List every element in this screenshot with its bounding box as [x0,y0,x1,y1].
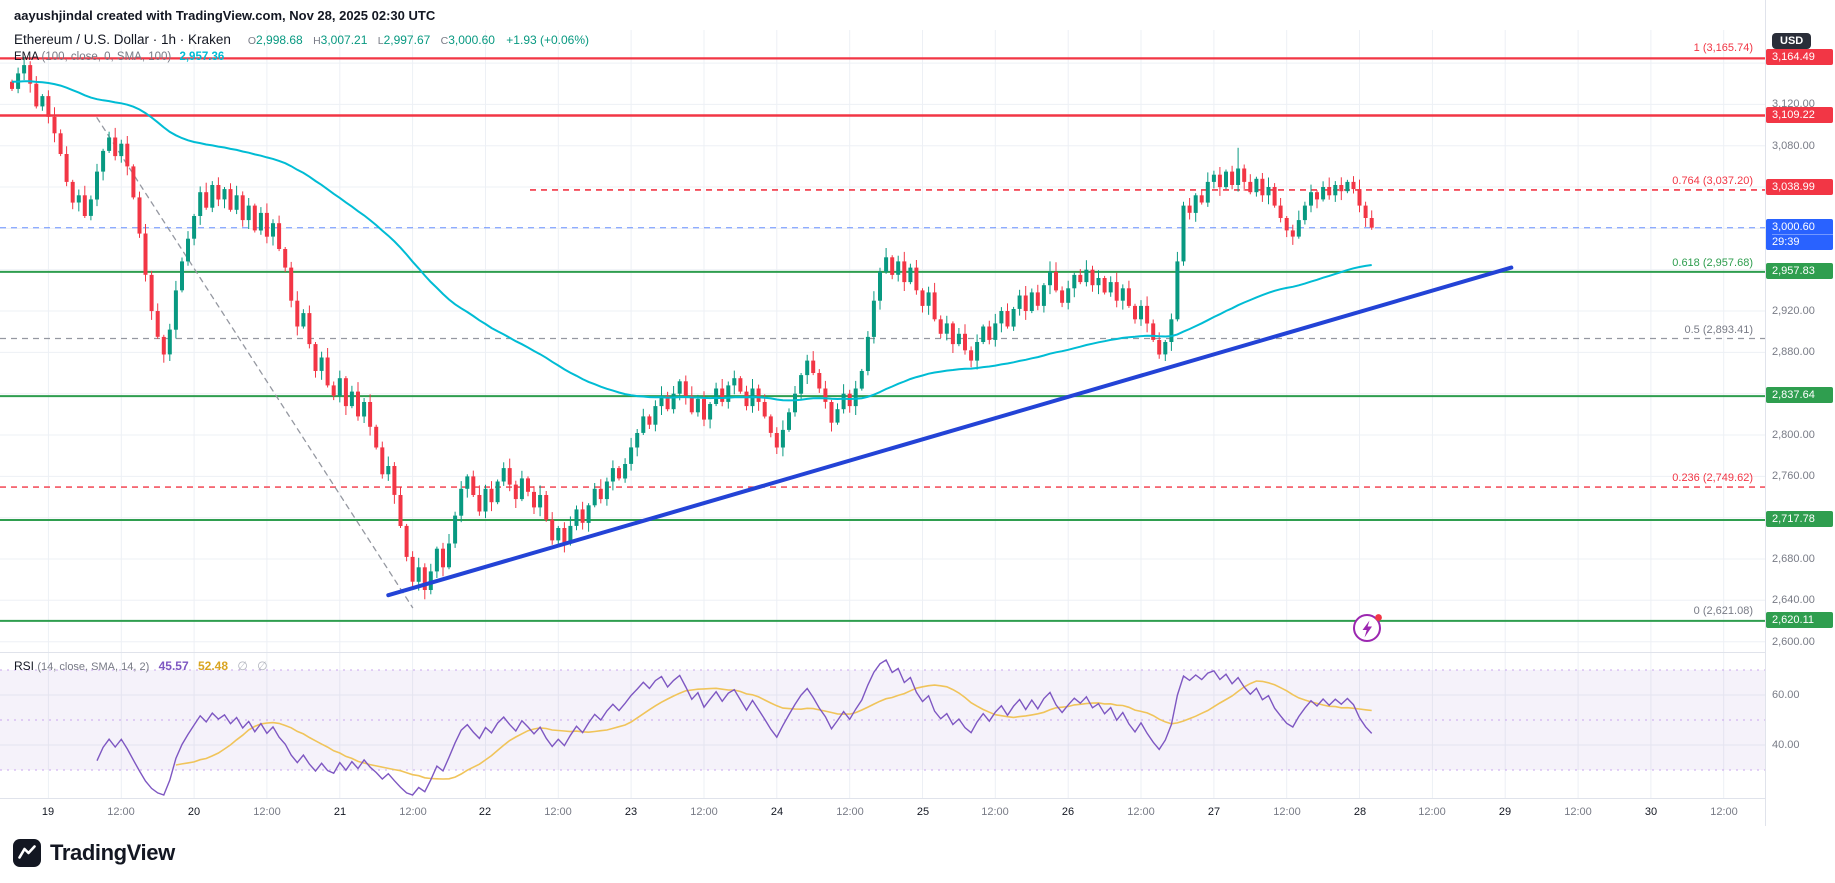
time-axis-label: 23 [624,806,638,818]
main-chart-canvas[interactable] [0,0,1765,826]
time-axis-label: 26 [1061,806,1075,818]
close-label: C [440,35,449,47]
footer: TradingView [12,838,175,868]
rsi-axis-label: 40.00 [1772,739,1800,751]
time-axis-label: 12:00 [1418,806,1446,818]
level-price-badge: 2,620.11 [1766,612,1833,628]
time-axis-label: 12:00 [1564,806,1592,818]
low-label: L [377,35,384,47]
level-price-badge: 3,038.99 [1766,179,1833,195]
rsi-value: 45.57 [158,659,189,673]
price-axis-label: 2,880.00 [1772,346,1815,358]
last-price-badge: 3,000.60 29:39 [1766,219,1833,250]
rsi-ma-line [175,680,1372,780]
time-axis-label: 12:00 [399,806,427,818]
time-axis-label: 22 [478,806,492,818]
support-resistance-lines[interactable] [0,57,1765,622]
attribution-line: aayushjindal created with TradingView.co… [14,8,436,23]
currency-badge: USD [1772,33,1812,49]
ema-params: (100, close, 0, SMA, 100) [41,51,172,63]
fib-base-trendline[interactable] [96,117,414,609]
rsi-name: RSI [14,659,35,673]
time-axis-label: 25 [916,806,930,818]
level-price-badge: 2,957.83 [1766,263,1833,279]
open-label: O [247,35,257,47]
price-axis-label: 2,920.00 [1772,305,1815,317]
rsi-axis-label: 60.00 [1772,689,1800,701]
time-axis-label: 12:00 [981,806,1009,818]
ema-line [11,80,1372,402]
level-price-badge: 2,717.78 [1766,511,1833,527]
time-axis-label: 12:00 [544,806,572,818]
low-value: 2,997.67 [383,33,431,47]
level-price-badge: 2,837.64 [1766,387,1833,403]
change-value: +1.93 (+0.06%) [506,33,590,47]
notification-dot [1375,614,1382,621]
rsi-hidden-band-icon: ∅ [257,659,268,673]
time-axis[interactable]: 19 12:00 20 12:00 21 12:00 22 12:00 23 12:00 24 12:… [0,798,1765,827]
level-price-badge: 3,109.22 [1766,107,1833,123]
ema-name: EMA [14,51,39,63]
time-axis-label: 27 [1207,806,1221,818]
rsi-legend[interactable]: RSI (14, close, SMA, 14, 2) 45.57 52.48 … [14,659,268,673]
time-axis-label: 12:00 [1273,806,1301,818]
time-axis-label: 19 [41,806,55,818]
close-value: 3,000.60 [448,33,495,47]
time-axis-label: 24 [770,806,784,818]
rsi-line [96,658,1373,796]
time-axis-label: 12:00 [836,806,864,818]
lightning-bolt-icon [1362,620,1372,638]
time-axis-label: 12:00 [1127,806,1155,818]
price-axis-label: 2,800.00 [1772,429,1815,441]
ohlc-values: O2,998.68 H3,007.21 L2,997.67 C3,000.60 … [241,33,589,47]
rsi-ma-value: 52.48 [197,659,228,673]
bar-countdown: 29:39 [1772,234,1833,249]
time-axis-label: 30 [1644,806,1658,818]
ascending-support-trendline[interactable] [386,265,1514,598]
price-axis-label: 2,640.00 [1772,594,1815,606]
tradingview-wordmark[interactable]: TradingView [50,840,175,865]
time-axis-label: 12:00 [107,806,135,818]
time-axis-label: 12:00 [690,806,718,818]
price-axis[interactable]: USD 3,120.00 3,080.00 2,920.00 2,880.00 2,80… [1765,0,1835,826]
open-value: 2,998.68 [256,33,303,47]
time-axis-label: 12:00 [253,806,281,818]
rsi-band [0,669,1765,771]
price-axis-label: 2,680.00 [1772,553,1815,565]
high-label: H [313,35,321,47]
price-axis-label: 2,600.00 [1772,636,1815,648]
ema-legend[interactable]: EMA (100, close, 0, SMA, 100) 2,957.36 [14,51,224,63]
time-axis-label: 20 [187,806,201,818]
high-value: 3,007.21 [320,33,368,47]
price-axis-label: 2,760.00 [1772,470,1815,482]
time-axis-label: 29 [1498,806,1512,818]
price-axis-label: 3,080.00 [1772,140,1815,152]
time-axis-label: 12:00 [1710,806,1738,818]
chart-legend[interactable]: Ethereum / U.S. Dollar · 1h · Kraken O2,… [14,32,589,47]
lightning-emoji-drawing[interactable] [1350,610,1386,646]
rsi-hidden-band-icon: ∅ [237,659,248,673]
tradingview-logo-icon[interactable] [12,838,42,868]
time-axis-label: 21 [333,806,347,818]
time-axis-label: 28 [1353,806,1367,818]
symbol-title[interactable]: Ethereum / U.S. Dollar · 1h · Kraken [14,32,231,47]
rsi-params: (14, close, SMA, 14, 2) [37,661,150,673]
ema-value: 2,957.36 [179,51,225,63]
level-price-badge: 3,164.49 [1766,49,1833,65]
